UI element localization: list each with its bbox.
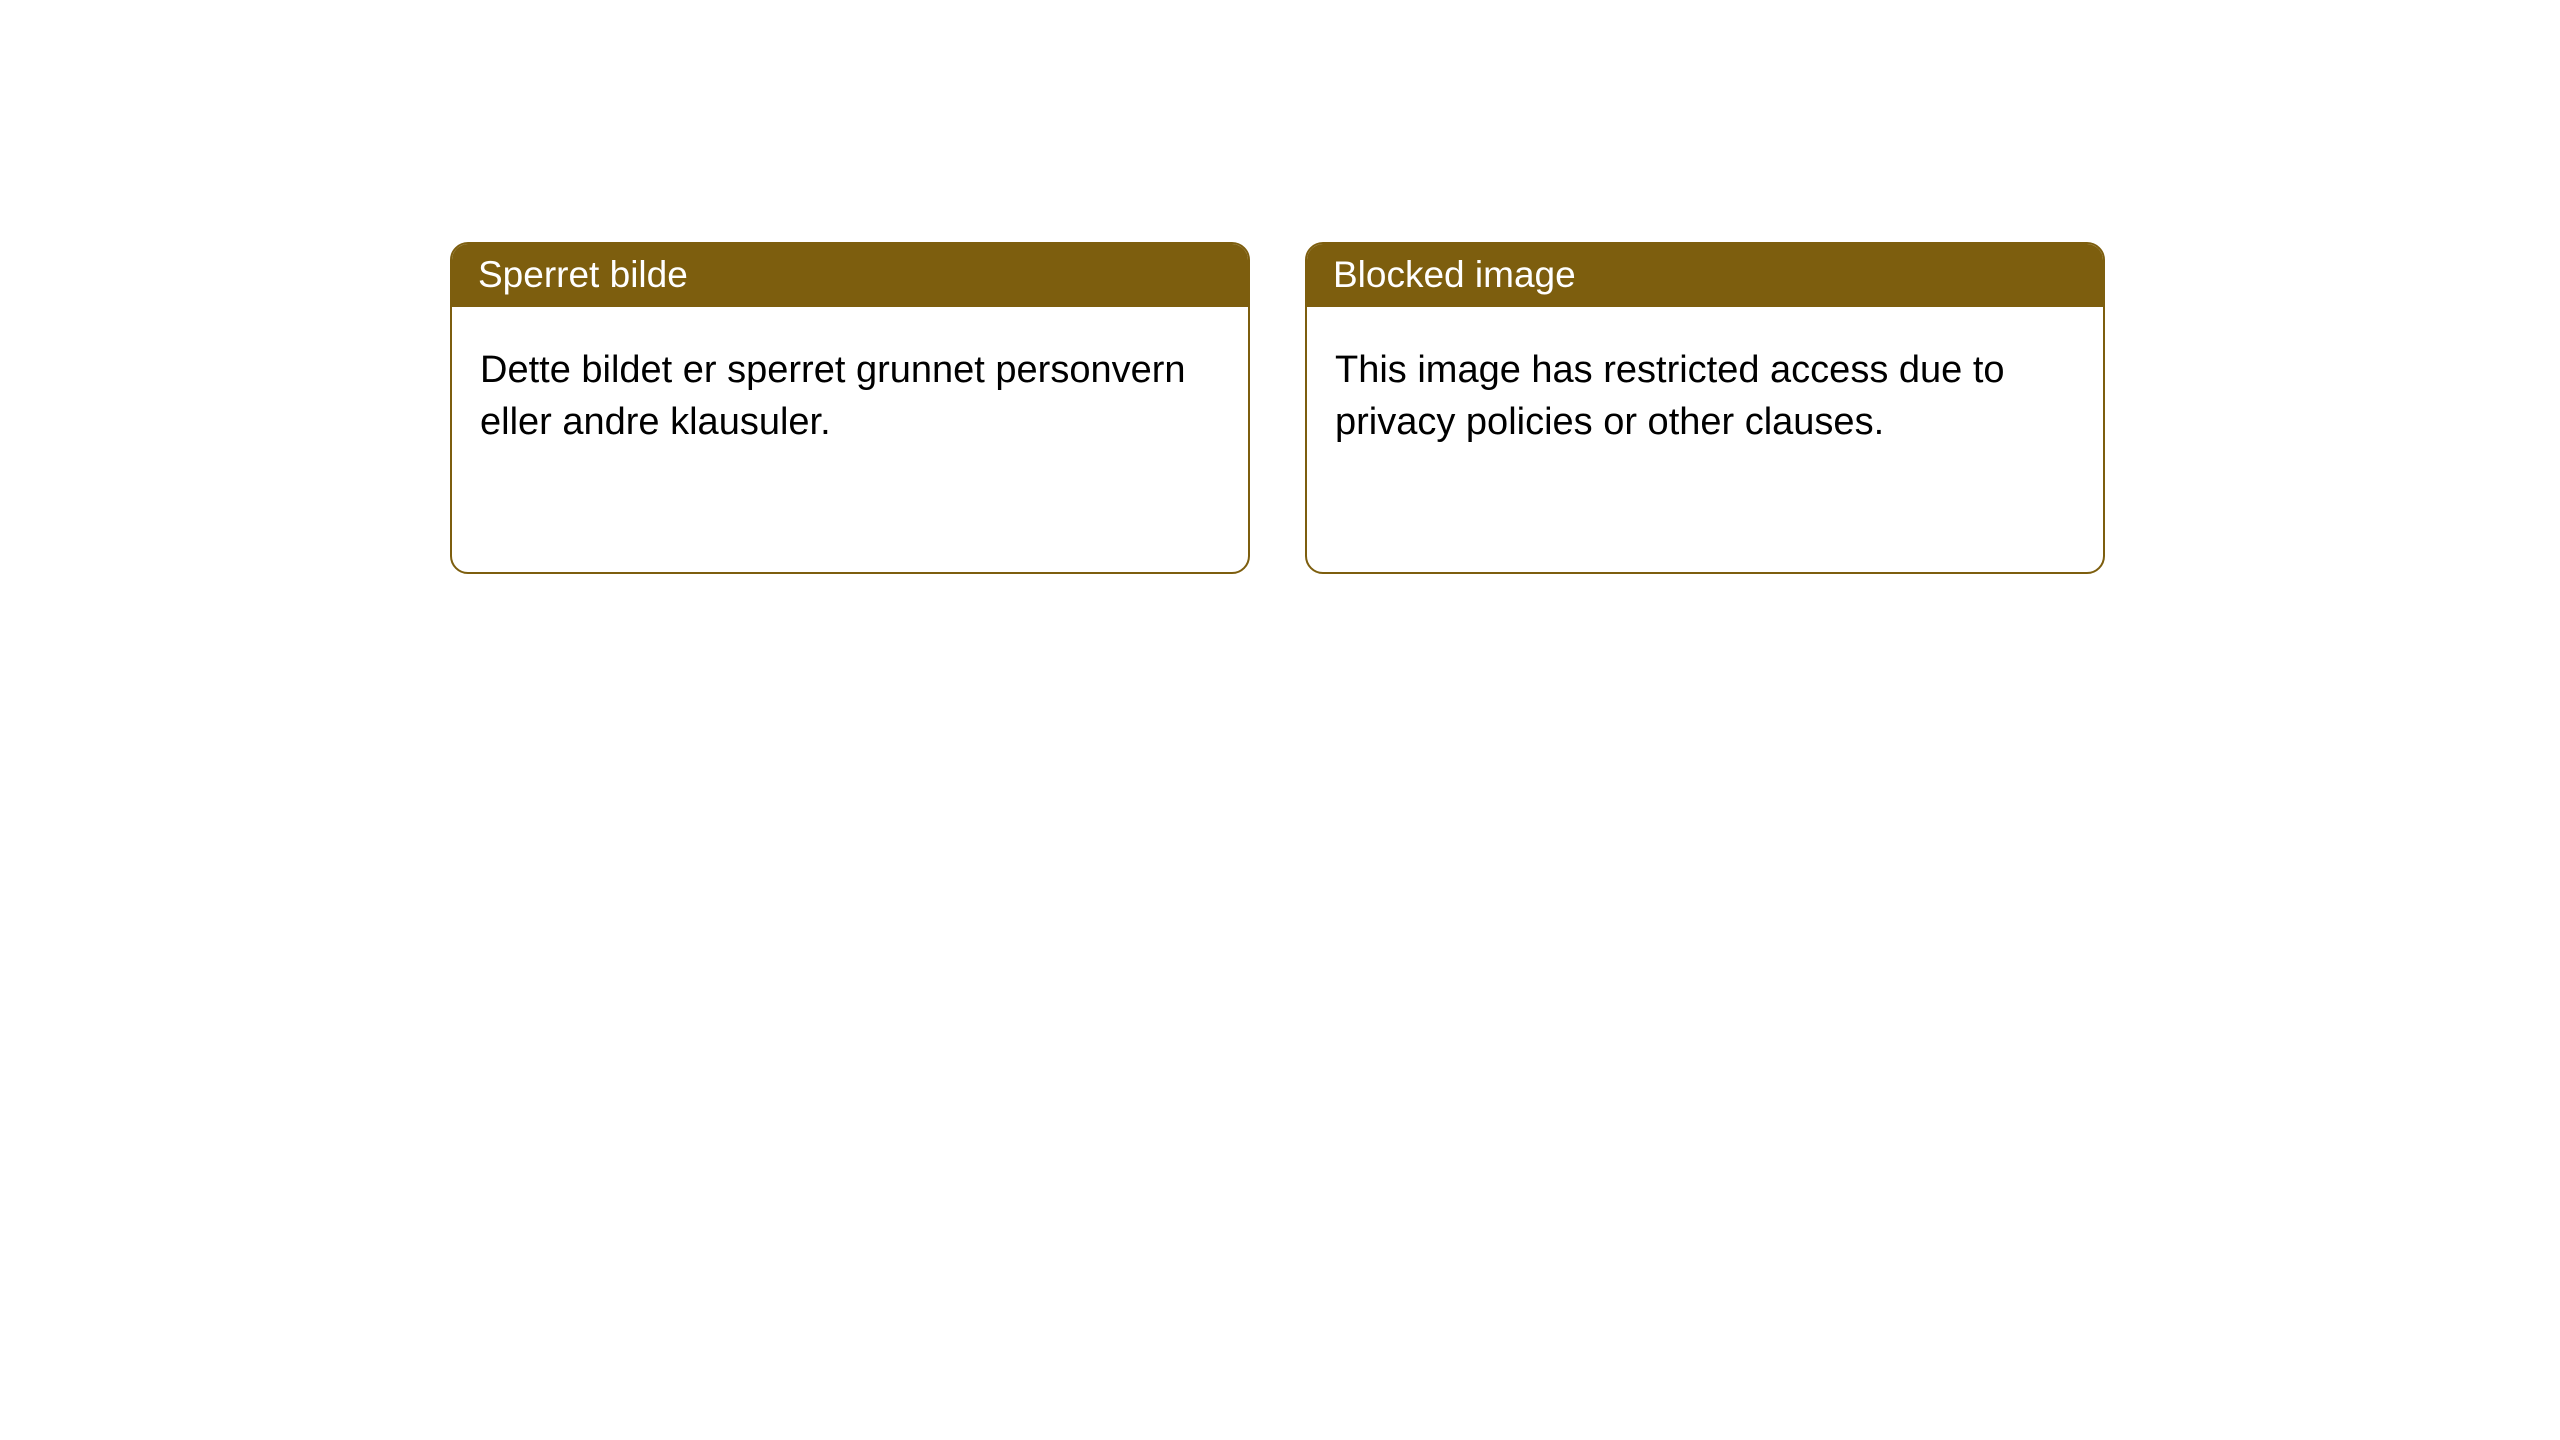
card-body-en: This image has restricted access due to …	[1307, 307, 2103, 476]
card-title-en: Blocked image	[1333, 254, 1576, 295]
card-header-en: Blocked image	[1307, 244, 2103, 307]
card-body-no: Dette bildet er sperret grunnet personve…	[452, 307, 1248, 476]
cards-container: Sperret bilde Dette bildet er sperret gr…	[0, 0, 2560, 574]
card-message-en: This image has restricted access due to …	[1335, 349, 2005, 442]
blocked-image-card-no: Sperret bilde Dette bildet er sperret gr…	[450, 242, 1250, 574]
card-title-no: Sperret bilde	[478, 254, 688, 295]
card-header-no: Sperret bilde	[452, 244, 1248, 307]
blocked-image-card-en: Blocked image This image has restricted …	[1305, 242, 2105, 574]
card-message-no: Dette bildet er sperret grunnet personve…	[480, 349, 1186, 442]
